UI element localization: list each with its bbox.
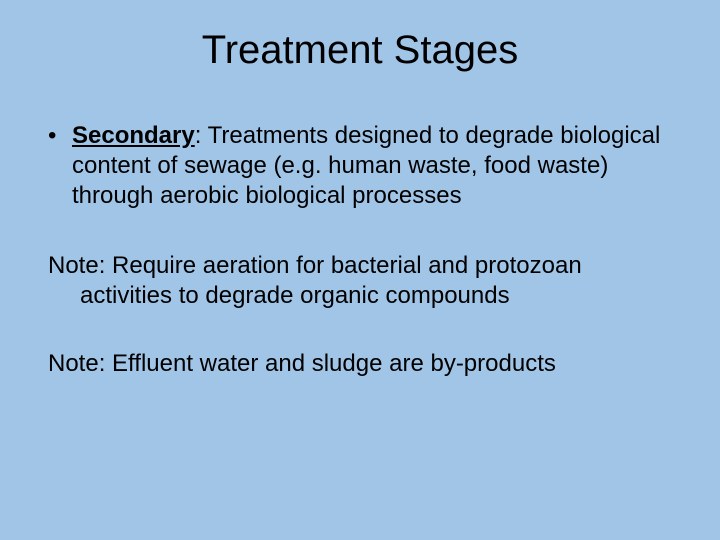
note-2-text: Note: Effluent water and sludge are by-p… — [48, 349, 672, 379]
bullet-term: Secondary — [72, 122, 195, 149]
note-1-text: Note: Require aeration for bacterial and… — [48, 251, 672, 311]
bullet-item: • Secondary: Treatments designed to degr… — [40, 121, 680, 211]
note-2: Note: Effluent water and sludge are by-p… — [40, 349, 680, 379]
slide-title: Treatment Stages — [40, 28, 680, 73]
note-1: Note: Require aeration for bacterial and… — [40, 251, 680, 311]
bullet-text: Secondary: Treatments designed to degrad… — [72, 121, 680, 211]
bullet-marker: • — [48, 121, 72, 211]
slide-body: • Secondary: Treatments designed to degr… — [40, 121, 680, 379]
